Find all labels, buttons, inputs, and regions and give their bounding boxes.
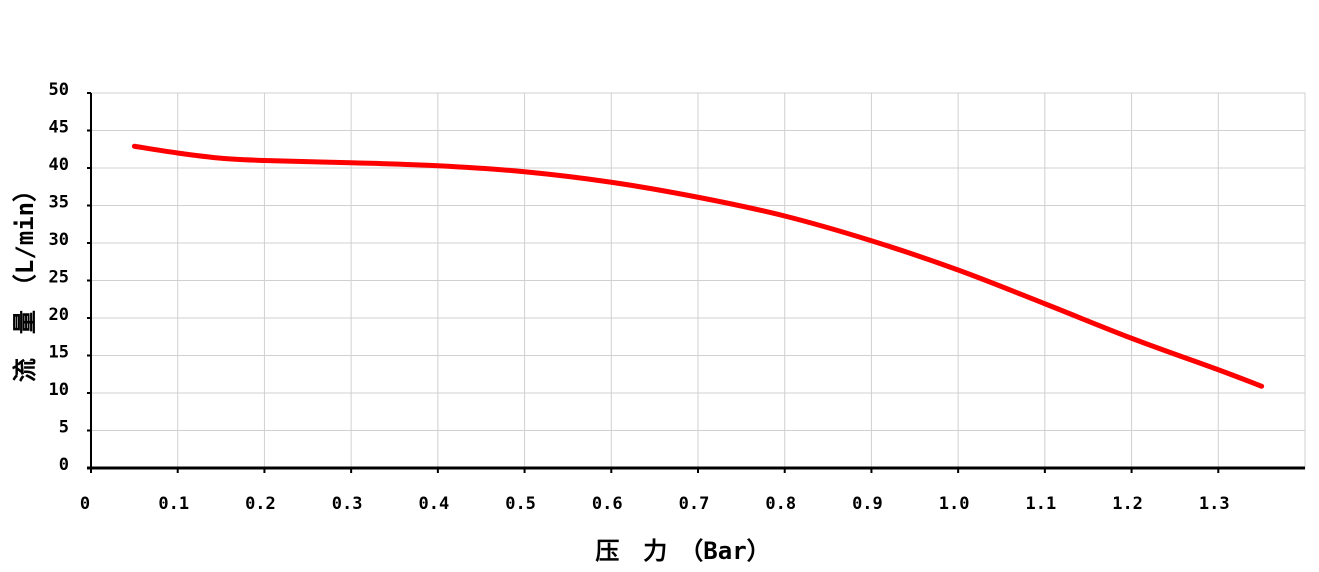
x-axis-label: 压 力 （Bar） [595,537,770,565]
y-tick-label: 5 [59,418,69,438]
x-tick-label: 0.3 [332,494,363,514]
y-tick-label: 40 [49,155,69,175]
x-tick-label: 0.1 [158,494,189,514]
x-tick-label: 1.2 [1112,494,1143,514]
x-tick-label: 1.3 [1199,494,1230,514]
y-tick-label: 35 [49,193,69,213]
y-axis-label: 流 量 （L/min） [11,178,39,382]
x-tick-label: 0.2 [245,494,276,514]
x-tick-label: 1.1 [1025,494,1056,514]
y-tick-label: 50 [49,80,69,100]
x-tick-label: 0.6 [592,494,623,514]
x-tick-label: 0.4 [418,494,449,514]
x-tick-label: 1.0 [939,494,970,514]
data-line [131,143,1265,389]
y-tick-label: 30 [49,230,69,250]
x-tick-label: 0.7 [679,494,710,514]
y-tick-label: 25 [49,268,69,288]
y-tick-label: 45 [49,118,69,138]
x-tick-label: 0.8 [765,494,796,514]
y-tick-label: 15 [49,343,69,363]
y-tick-label: 10 [49,380,69,400]
x-tick-label: 0.5 [505,494,536,514]
x-tick-label: 0 [80,494,90,514]
y-tick-label: 0 [59,455,69,475]
y-tick-label: 20 [49,305,69,325]
x-tick-label: 0.9 [852,494,883,514]
